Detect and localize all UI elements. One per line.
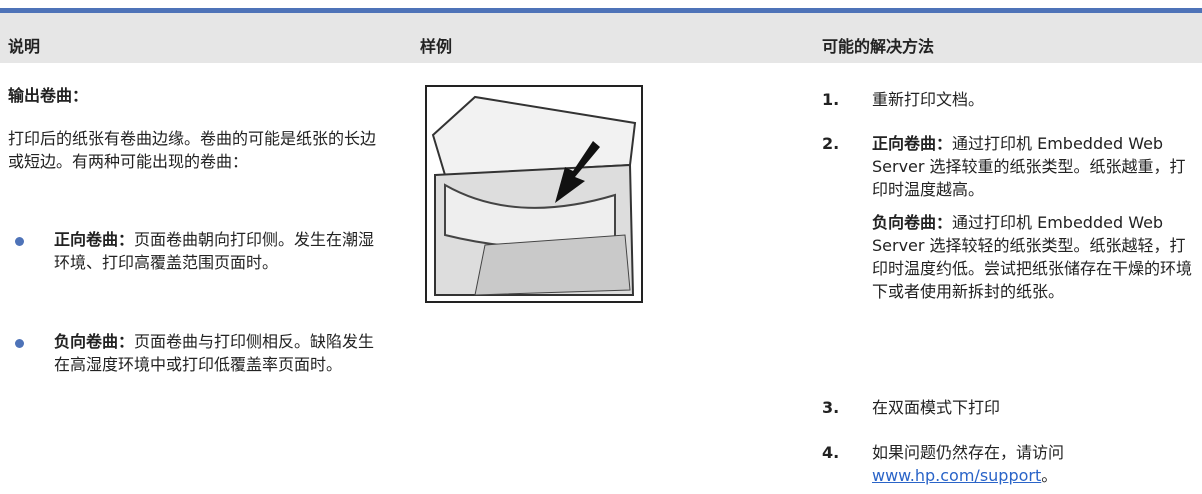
text: 。 (1041, 466, 1058, 485)
intro: 打印后的纸张有卷曲边缘。卷曲的可能是纸张的长边或短边。有两种可能出现的卷曲： (8, 129, 377, 171)
text: 如果问题仍然存在，请访问 (872, 443, 1065, 462)
bullet-dot (15, 237, 24, 246)
header-cell: 样例 (420, 37, 453, 56)
step-number: 1. (822, 90, 840, 109)
step-number: 3. (822, 398, 840, 417)
text: 页面卷曲朝向打印侧。发生在潮湿环境、打印高覆盖范围页面时。 (54, 230, 375, 272)
bullet: 正向卷曲：页面卷曲朝向打印侧。发生在潮湿环境、打印高覆盖范围页面时。 (54, 228, 384, 274)
step-number: 4. (822, 443, 840, 462)
top-bar (0, 8, 1202, 13)
row-title: 输出卷曲： (8, 86, 89, 105)
term: 正向卷曲： (54, 230, 135, 249)
step-text: 重新打印文档。 (872, 90, 985, 109)
text: 页面卷曲与打印侧相反。缺陷发生在高湿度环境中或打印低覆盖率页面时。 (54, 332, 375, 374)
sample-image (425, 85, 643, 303)
step-text: 在双面模式下打印 (872, 398, 1001, 417)
support-link[interactable]: www.hp.com/support (872, 466, 1042, 485)
step-text: 正向卷曲：通过打印机 Embedded Web Server 选择较重的纸张类型… (872, 132, 1192, 201)
step-text: 负向卷曲：通过打印机 Embedded Web Server 选择较轻的纸张类型… (872, 211, 1197, 303)
term: 负向卷曲： (54, 332, 135, 351)
bullet-dot (15, 339, 24, 348)
text: 通过打印机 Embedded Web Server 选择较轻的纸张类型。纸张越轻… (872, 213, 1193, 301)
header-row (0, 13, 1202, 63)
step-number: 2. (822, 134, 840, 153)
text: 通过打印机 Embedded Web Server 选择较重的纸张类型。纸张越重… (872, 134, 1186, 199)
step-text: 如果问题仍然存在，请访问 www.hp.com/support。 (872, 441, 1172, 487)
term: 负向卷曲： (872, 213, 953, 232)
bullet: 负向卷曲：页面卷曲与打印侧相反。缺陷发生在高湿度环境中或打印低覆盖率页面时。 (54, 330, 389, 376)
header-cell: 可能的解决方法 (822, 37, 935, 56)
header-cell: 说明 (8, 37, 41, 56)
term: 正向卷曲： (872, 134, 953, 153)
